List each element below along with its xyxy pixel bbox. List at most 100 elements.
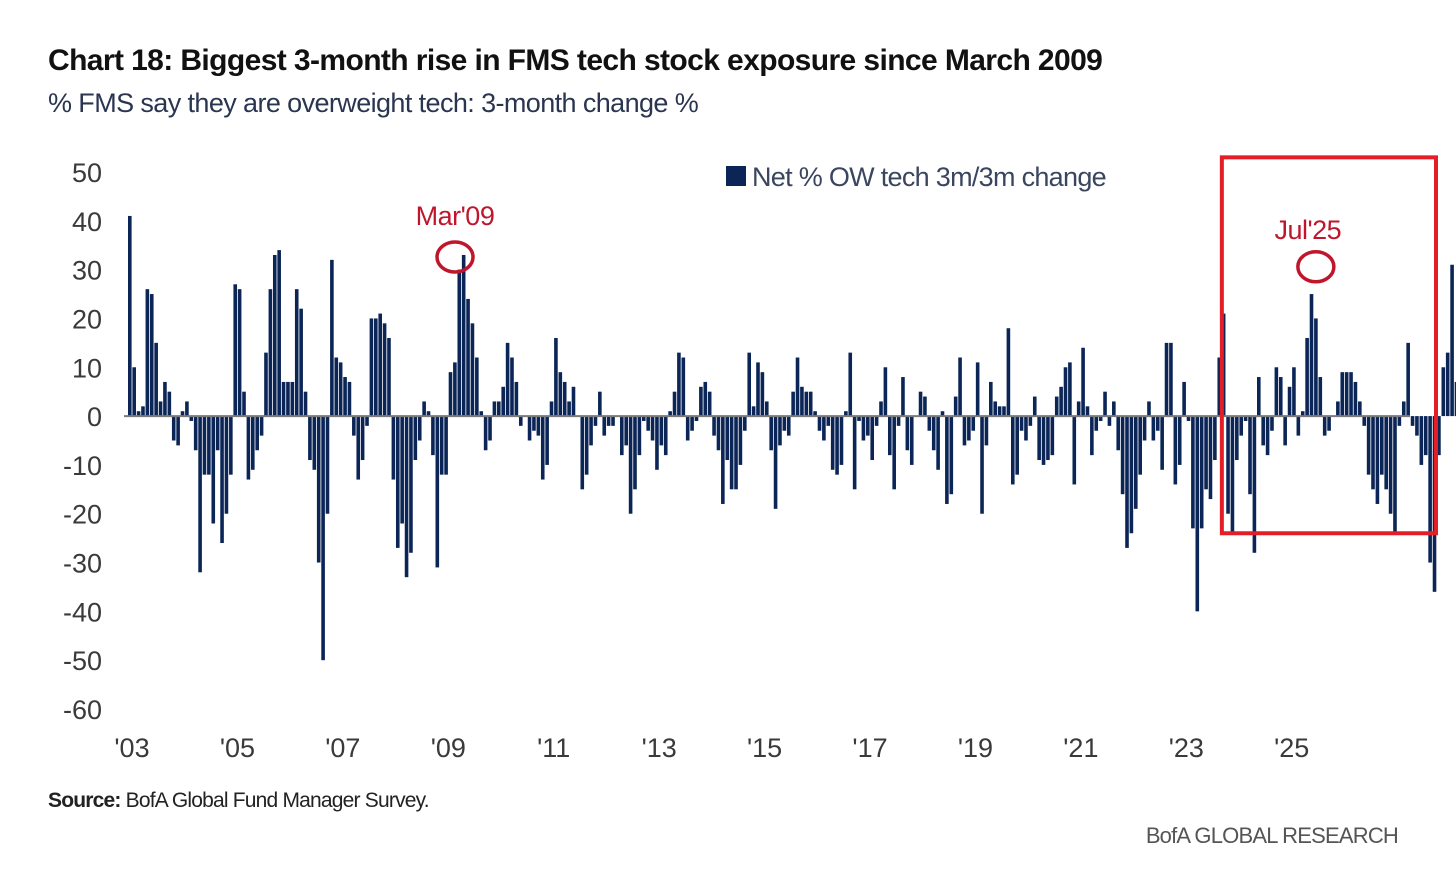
- bar: [1029, 416, 1033, 426]
- legend-label: Net % OW tech 3m/3m change: [752, 162, 1106, 192]
- bar: [146, 289, 150, 416]
- bar: [765, 401, 769, 416]
- bar: [774, 416, 778, 509]
- bar: [1072, 416, 1076, 484]
- bar: [1121, 416, 1125, 494]
- bar: [888, 416, 892, 455]
- bar: [607, 416, 611, 426]
- bar: [818, 416, 822, 431]
- bar: [422, 401, 426, 416]
- bar: [194, 416, 198, 450]
- bar: [585, 416, 589, 475]
- bar: [1288, 387, 1292, 416]
- x-tick-label: '05: [220, 733, 255, 763]
- bar: [835, 416, 839, 475]
- x-tick-label: '25: [1274, 733, 1309, 763]
- bar: [510, 358, 514, 417]
- bar: [1248, 416, 1252, 494]
- bar: [176, 416, 180, 445]
- bar: [1042, 416, 1046, 465]
- bar: [1371, 416, 1375, 489]
- bar: [409, 416, 413, 553]
- bar: [1112, 401, 1116, 416]
- bar: [998, 406, 1002, 416]
- x-tick-label: '19: [958, 733, 993, 763]
- bar: [484, 416, 488, 450]
- annotation-circle: [1298, 252, 1334, 282]
- bar: [1160, 416, 1164, 470]
- bar: [611, 416, 615, 426]
- bar: [291, 382, 295, 416]
- bar: [866, 416, 870, 436]
- bar: [383, 323, 387, 416]
- bar: [1051, 416, 1055, 455]
- bar: [673, 392, 677, 416]
- bar: [906, 416, 910, 450]
- bar: [238, 289, 242, 416]
- bar: [203, 416, 207, 475]
- source-text: BofA Global Fund Manager Survey.: [121, 789, 429, 812]
- bar: [1349, 372, 1353, 416]
- bar: [1358, 401, 1362, 416]
- bar: [699, 387, 703, 416]
- bar: [690, 416, 694, 431]
- bar: [251, 416, 255, 470]
- bar: [769, 416, 773, 450]
- bar: [365, 416, 369, 426]
- bar: [655, 416, 659, 470]
- bar: [928, 416, 932, 431]
- bar: [220, 416, 224, 543]
- bar: [1209, 416, 1213, 499]
- bar: [1376, 416, 1380, 504]
- bar: [352, 416, 356, 436]
- bar: [537, 416, 541, 436]
- y-tick-label: -30: [63, 549, 102, 579]
- bar: [462, 255, 466, 416]
- y-tick-label: 40: [72, 207, 102, 237]
- bar: [734, 416, 738, 489]
- bar: [884, 367, 888, 416]
- bar: [980, 416, 984, 514]
- legend-swatch: [726, 166, 746, 186]
- bar: [1130, 416, 1134, 533]
- bar: [1367, 416, 1371, 475]
- bar: [405, 416, 409, 577]
- bar: [392, 416, 396, 479]
- bar: [128, 216, 132, 416]
- x-tick-label: '23: [1169, 733, 1204, 763]
- bar: [1442, 367, 1446, 416]
- bar: [875, 416, 879, 426]
- bar: [1310, 294, 1314, 416]
- bar: [1200, 416, 1204, 528]
- bar: [545, 416, 549, 465]
- bar: [1134, 416, 1138, 509]
- bar: [528, 416, 532, 440]
- bar: [646, 416, 650, 431]
- bar: [1007, 328, 1011, 416]
- bar: [493, 401, 497, 416]
- bar: [172, 416, 176, 440]
- x-tick-label: '21: [1063, 733, 1098, 763]
- bar: [1178, 416, 1182, 465]
- bar: [809, 392, 813, 416]
- bar: [633, 416, 637, 489]
- bar: [339, 362, 343, 416]
- bar: [787, 416, 791, 436]
- bar: [589, 416, 593, 445]
- bar: [308, 416, 312, 460]
- bar: [1340, 372, 1344, 416]
- bar: [1059, 387, 1063, 416]
- bar: [1064, 367, 1068, 416]
- bar: [572, 387, 576, 416]
- bar: [1011, 416, 1015, 484]
- bar: [1305, 338, 1309, 416]
- bar: [185, 401, 189, 416]
- bar: [932, 416, 936, 450]
- bar: [1081, 348, 1085, 416]
- bar: [1393, 416, 1397, 533]
- bar: [334, 358, 338, 417]
- bar: [541, 416, 545, 479]
- bar: [1398, 416, 1402, 426]
- bar: [989, 382, 993, 416]
